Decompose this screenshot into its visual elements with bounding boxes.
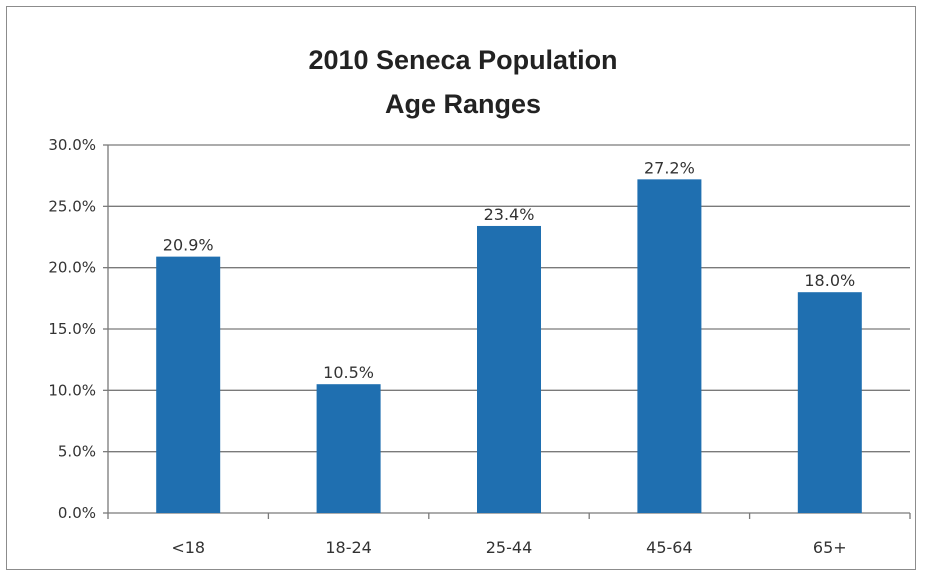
x-tick-label: 25-44 bbox=[486, 538, 533, 557]
data-label: 18.0% bbox=[804, 271, 855, 290]
x-tick-label: 45-64 bbox=[646, 538, 693, 557]
chart-title: 2010 Seneca Population Age Ranges bbox=[0, 38, 926, 126]
y-tick-label: 20.0% bbox=[48, 259, 96, 277]
y-tick-label: 0.0% bbox=[58, 504, 96, 522]
bar bbox=[637, 179, 702, 513]
chart-title-line-1: 2010 Seneca Population bbox=[308, 45, 618, 75]
bar bbox=[156, 256, 221, 513]
data-label: 27.2% bbox=[644, 158, 695, 177]
y-tick-label: 10.0% bbox=[48, 381, 96, 399]
bar bbox=[316, 384, 381, 513]
data-label: 23.4% bbox=[484, 205, 535, 224]
data-label: 20.9% bbox=[163, 236, 214, 255]
bar bbox=[477, 225, 541, 513]
bar bbox=[797, 292, 862, 513]
chart-title-line-2: Age Ranges bbox=[384, 89, 542, 119]
y-tick-label: 5.0% bbox=[58, 443, 96, 461]
data-label: 10.5% bbox=[323, 363, 374, 382]
y-tick-label: 25.0% bbox=[48, 197, 96, 215]
x-tick-label: 65+ bbox=[813, 538, 847, 557]
y-tick-label: 15.0% bbox=[48, 320, 96, 338]
y-tick-label: 30.0% bbox=[48, 136, 96, 154]
x-tick-label: <18 bbox=[171, 538, 205, 557]
x-tick-label: 18-24 bbox=[325, 538, 372, 557]
